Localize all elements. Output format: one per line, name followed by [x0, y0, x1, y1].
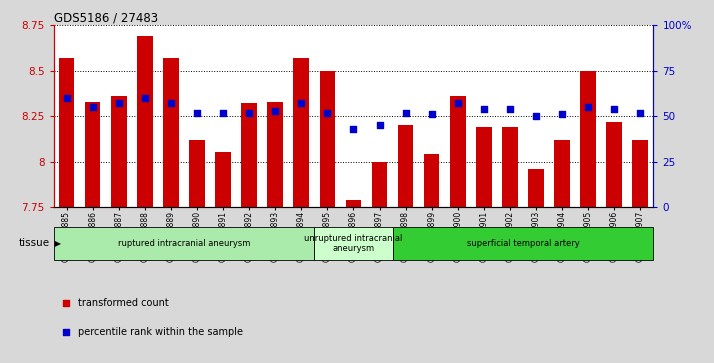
Point: [61, 95, 72, 101]
Bar: [528, 169, 544, 207]
Bar: [450, 96, 466, 207]
Point: [478, 106, 490, 112]
Point: [296, 101, 307, 106]
Point: [60, 300, 71, 306]
Text: unruptured intracranial
aneurysm: unruptured intracranial aneurysm: [304, 233, 403, 253]
Point: [426, 111, 438, 117]
Text: ▶: ▶: [52, 239, 61, 248]
Bar: [241, 103, 257, 207]
Point: [191, 110, 203, 115]
Point: [556, 111, 568, 117]
Bar: [424, 154, 440, 207]
Point: [400, 110, 411, 115]
Bar: [59, 58, 74, 207]
Bar: [476, 127, 492, 207]
Text: transformed count: transformed count: [78, 298, 169, 308]
Bar: [633, 140, 648, 207]
Text: superficial temporal artery: superficial temporal artery: [466, 239, 579, 248]
Bar: [372, 162, 387, 207]
Bar: [163, 58, 178, 207]
Bar: [314, 227, 393, 260]
Point: [269, 108, 281, 114]
Point: [504, 106, 516, 112]
Bar: [293, 58, 309, 207]
Bar: [580, 71, 596, 207]
Bar: [267, 102, 283, 207]
Point: [374, 122, 386, 128]
Text: percentile rank within the sample: percentile rank within the sample: [78, 327, 243, 337]
Bar: [320, 71, 335, 207]
Point: [243, 110, 255, 115]
Bar: [554, 140, 570, 207]
Bar: [85, 102, 101, 207]
Text: tissue: tissue: [19, 238, 50, 248]
Point: [531, 113, 542, 119]
Bar: [137, 36, 153, 207]
Point: [583, 104, 594, 110]
Bar: [346, 200, 361, 207]
Point: [608, 106, 620, 112]
Point: [60, 329, 71, 335]
Text: ruptured intracranial aneurysm: ruptured intracranial aneurysm: [118, 239, 250, 248]
Bar: [189, 140, 205, 207]
Point: [452, 101, 463, 106]
Text: GDS5186 / 27483: GDS5186 / 27483: [54, 11, 158, 24]
Point: [635, 110, 646, 115]
Bar: [606, 122, 622, 207]
Point: [87, 104, 99, 110]
Bar: [398, 125, 413, 207]
Point: [165, 101, 176, 106]
Point: [348, 126, 359, 132]
Bar: [502, 127, 518, 207]
Bar: [54, 227, 314, 260]
Point: [217, 110, 228, 115]
Bar: [111, 96, 126, 207]
Point: [113, 101, 124, 106]
Bar: [215, 152, 231, 207]
Point: [321, 110, 333, 115]
Bar: [393, 227, 653, 260]
Point: [139, 95, 151, 101]
